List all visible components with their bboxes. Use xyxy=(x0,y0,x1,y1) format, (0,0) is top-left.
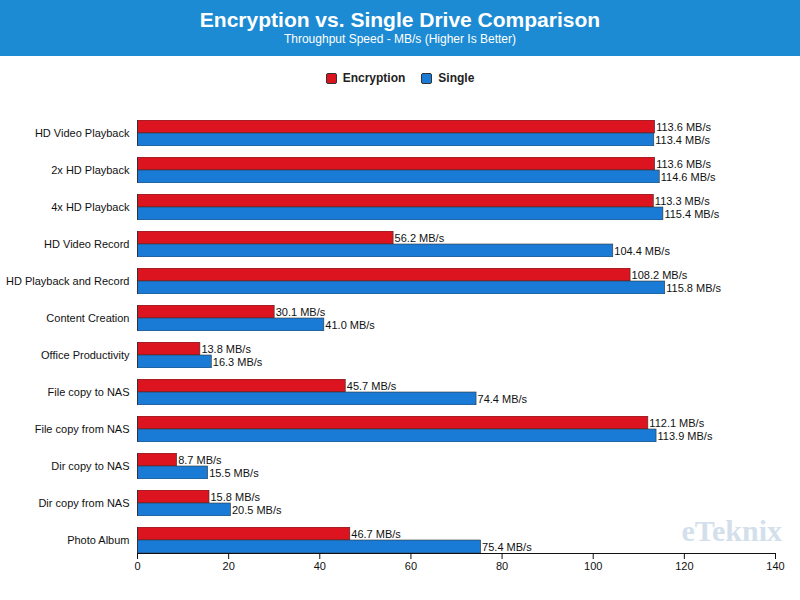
svg-text:File copy from NAS: File copy from NAS xyxy=(35,423,130,435)
svg-text:File copy to NAS: File copy to NAS xyxy=(48,386,130,398)
html-text:Encryption vs. Single Drive Co: Encryption vs. Single Drive Comparison xyxy=(199,8,601,31)
svg-text:75.4 MB/s: 75.4 MB/s xyxy=(482,541,532,553)
svg-text:Dir copy from NAS: Dir copy from NAS xyxy=(38,497,129,509)
svg-text:15.5 MB/s: 15.5 MB/s xyxy=(209,467,259,479)
svg-text:60: 60 xyxy=(405,560,417,572)
svg-text:114.6 MB/s: 114.6 MB/s xyxy=(661,171,716,183)
svg-text:56.2 MB/s: 56.2 MB/s xyxy=(395,232,445,244)
svg-text:Dir copy to NAS: Dir copy to NAS xyxy=(51,460,129,472)
html-text:Encryption: Encryption xyxy=(342,71,406,85)
svg-text:4x HD Playback: 4x HD Playback xyxy=(51,201,130,213)
svg-text:115.8 MB/s: 115.8 MB/s xyxy=(666,282,721,294)
svg-text:HD Playback and Record: HD Playback and Record xyxy=(6,275,130,287)
svg-text:115.4 MB/s: 115.4 MB/s xyxy=(664,208,719,220)
svg-text:2x HD Playback: 2x HD Playback xyxy=(51,164,130,176)
svg-text:41.0 MB/s: 41.0 MB/s xyxy=(325,319,375,331)
svg-text:113.6 MB/s: 113.6 MB/s xyxy=(656,158,711,170)
html-text:Throughput Speed - MB/s (Highe: Throughput Speed - MB/s (Higher Is Bette… xyxy=(283,32,516,46)
svg-text:113.6 MB/s: 113.6 MB/s xyxy=(656,121,711,133)
svg-text:40: 40 xyxy=(314,560,326,572)
svg-text:Photo Album: Photo Album xyxy=(67,534,129,546)
svg-text:Content Creation: Content Creation xyxy=(46,312,129,324)
svg-text:HD Video Record: HD Video Record xyxy=(44,238,129,250)
svg-text:113.4 MB/s: 113.4 MB/s xyxy=(655,134,710,146)
svg-text:113.3 MB/s: 113.3 MB/s xyxy=(655,195,710,207)
svg-text:104.4 MB/s: 104.4 MB/s xyxy=(614,245,670,257)
svg-text:108.2 MB/s: 108.2 MB/s xyxy=(632,269,688,281)
svg-text:15.8 MB/s: 15.8 MB/s xyxy=(211,491,261,503)
svg-text:20.5 MB/s: 20.5 MB/s xyxy=(232,504,282,516)
svg-text:20: 20 xyxy=(223,560,235,572)
svg-text:140: 140 xyxy=(766,560,784,572)
svg-text:8.7 MB/s: 8.7 MB/s xyxy=(178,454,222,466)
svg-text:HD Video Playback: HD Video Playback xyxy=(35,127,130,139)
svg-text:45.7 MB/s: 45.7 MB/s xyxy=(347,380,397,392)
svg-text:13.8 MB/s: 13.8 MB/s xyxy=(201,343,251,355)
svg-text:0: 0 xyxy=(134,560,140,572)
svg-text:100: 100 xyxy=(584,560,602,572)
svg-text:113.9 MB/s: 113.9 MB/s xyxy=(658,430,713,442)
svg-text:80: 80 xyxy=(496,560,508,572)
svg-text:30.1 MB/s: 30.1 MB/s xyxy=(276,306,326,318)
svg-text:120: 120 xyxy=(675,560,693,572)
svg-text:46.7 MB/s: 46.7 MB/s xyxy=(351,528,401,540)
html-text:Single: Single xyxy=(438,71,475,85)
html-text:eTeknix: eTeknix xyxy=(681,514,782,547)
svg-text:16.3 MB/s: 16.3 MB/s xyxy=(213,356,263,368)
svg-text:Office Productivity: Office Productivity xyxy=(41,349,130,361)
svg-text:112.1 MB/s: 112.1 MB/s xyxy=(649,417,704,429)
svg-text:74.4 MB/s: 74.4 MB/s xyxy=(478,393,528,405)
